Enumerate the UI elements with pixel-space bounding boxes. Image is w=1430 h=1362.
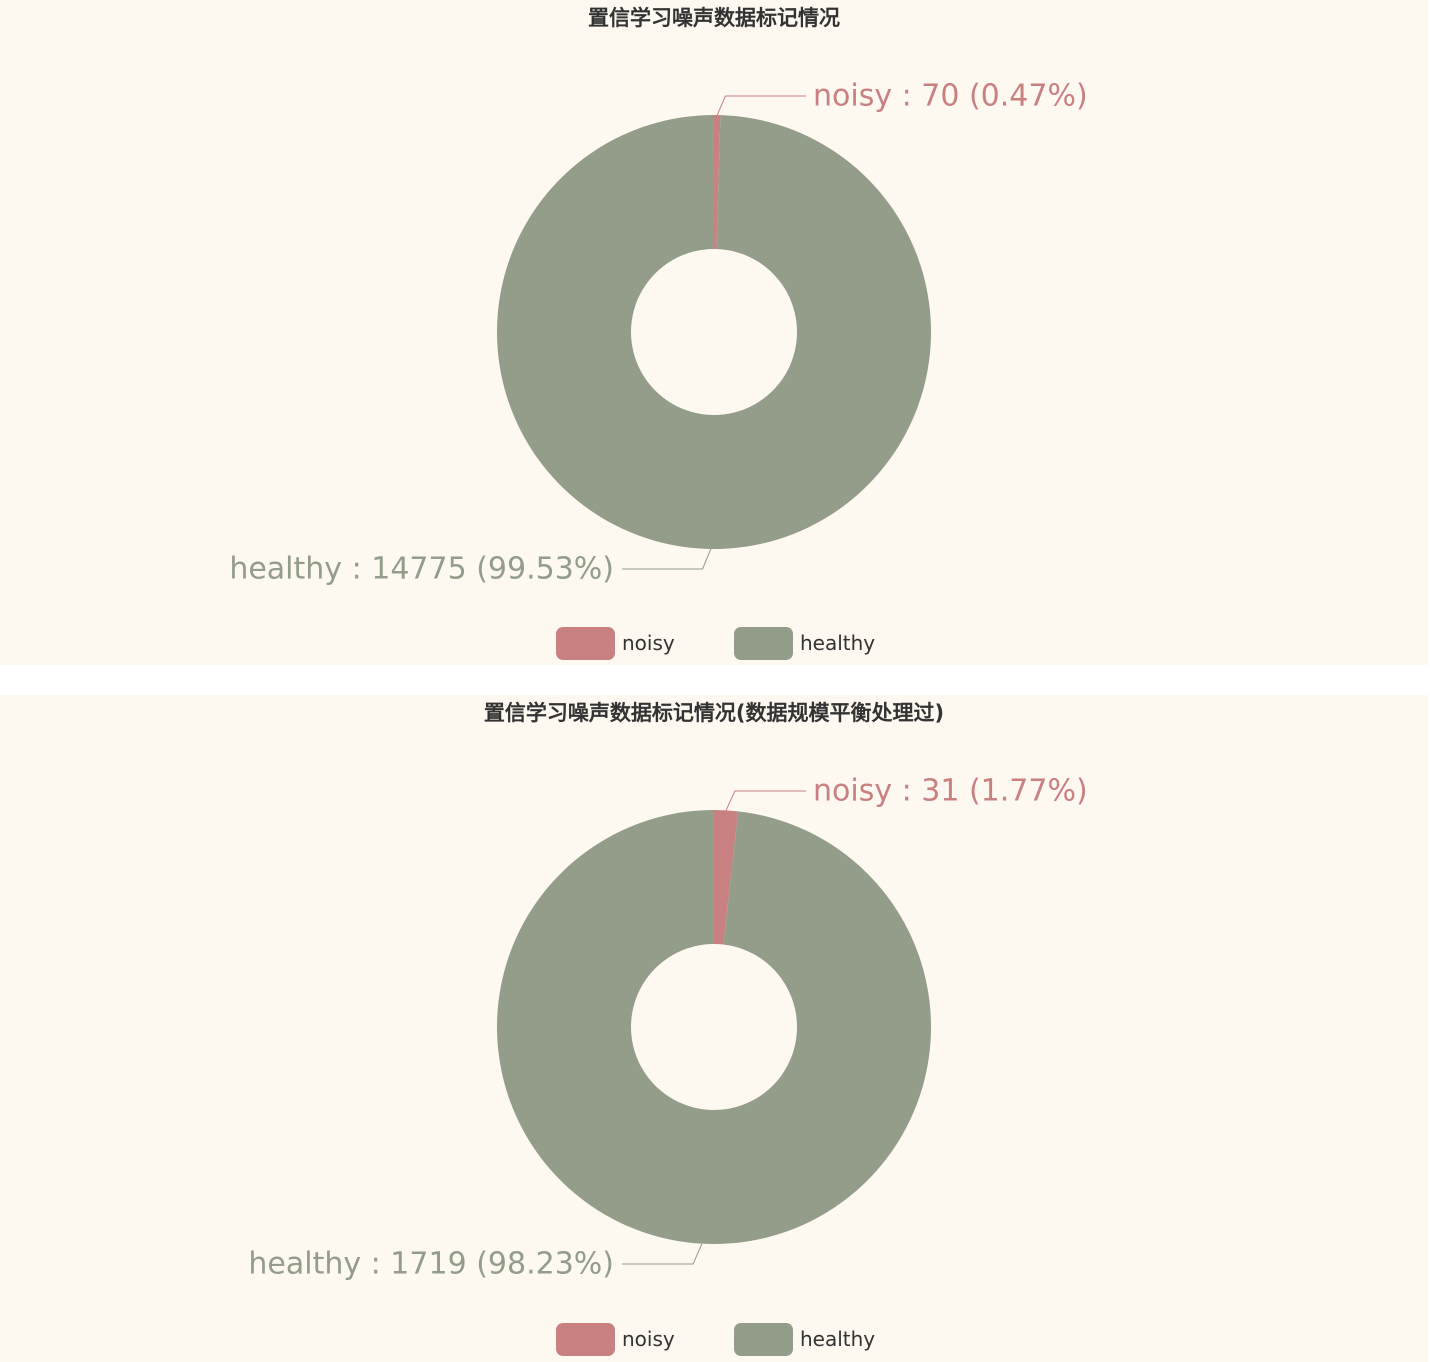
data-label-healthy: healthy : 1719 (98.23%)	[248, 1247, 614, 1282]
data-label-noisy: noisy : 70 (0.47%)	[813, 79, 1088, 114]
legend-item-noisy[interactable]: noisy	[556, 626, 675, 660]
legend-item-noisy[interactable]: noisy	[556, 1322, 675, 1356]
slice-noisy[interactable]	[714, 810, 739, 945]
chart-panel-2: 置信学习噪声数据标记情况(数据规模平衡处理过) noisy : 31 (1.77…	[0, 695, 1428, 1362]
data-label-healthy: healthy : 14775 (99.53%)	[229, 552, 614, 587]
leader-line-healthy	[622, 1243, 703, 1265]
legend-label-healthy: healthy	[800, 1327, 876, 1351]
donut-chart: noisy : 31 (1.77%) healthy : 1719 (98.23%…	[248, 774, 1088, 1282]
legend-swatch-healthy	[734, 626, 793, 660]
legend-item-healthy[interactable]: healthy	[734, 1322, 875, 1356]
slice-noisy[interactable]	[714, 115, 721, 250]
chart-panel-1: 置信学习噪声数据标记情况 noisy : 70 (0.47%) healthy :…	[0, 0, 1428, 665]
leader-line-noisy	[716, 95, 806, 116]
legend-item-healthy[interactable]: healthy	[734, 626, 875, 660]
legend-label-noisy: noisy	[622, 1327, 675, 1351]
legend-swatch-noisy	[556, 626, 615, 660]
chart-title: 置信学习噪声数据标记情况	[588, 6, 840, 30]
legend-swatch-noisy	[556, 1322, 615, 1356]
slice-healthy[interactable]	[496, 115, 931, 550]
legend-label-healthy: healthy	[800, 631, 876, 655]
donut-chart: noisy : 70 (0.47%) healthy : 14775 (99.53…	[229, 79, 1088, 587]
slice-healthy[interactable]	[497, 810, 932, 1244]
leader-line-healthy	[622, 548, 712, 570]
leader-line-noisy	[725, 790, 806, 811]
chart-title: 置信学习噪声数据标记情况(数据规模平衡处理过)	[483, 701, 945, 725]
data-label-noisy: noisy : 31 (1.77%)	[813, 774, 1088, 809]
legend-label-noisy: noisy	[622, 631, 675, 655]
legend-swatch-healthy	[734, 1322, 793, 1356]
